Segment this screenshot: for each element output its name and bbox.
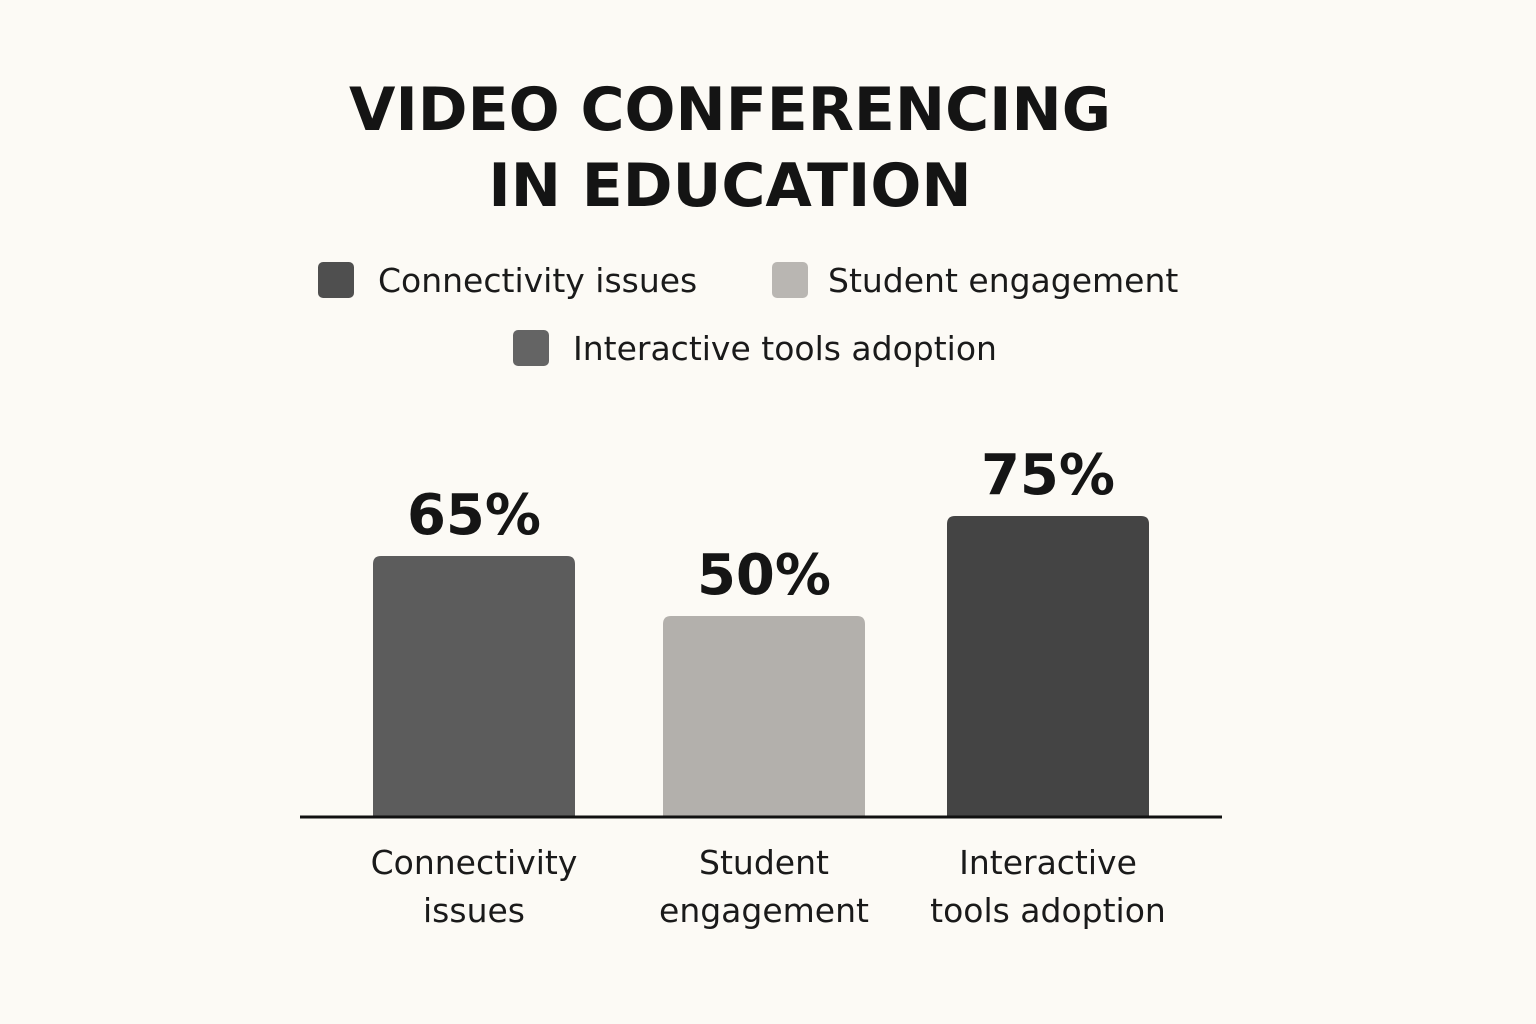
category-label-student-engagement-line-1: Student: [699, 843, 829, 882]
legend-label-interactive-tools-adoption: Interactive tools adoption: [573, 328, 997, 368]
legend-label-student-engagement: Student engagement: [828, 260, 1179, 300]
bar-interactive-tools-adoption: [947, 516, 1149, 816]
chart-title-line-2: IN EDUCATION: [488, 151, 972, 221]
legend-swatch-connectivity-issues: [318, 262, 354, 298]
legend-item-interactive-tools-adoption: Interactive tools adoption: [513, 328, 997, 368]
value-label-student-engagement: 50%: [697, 543, 831, 608]
category-label-interactive-tools-adoption-line-2: tools adoption: [930, 891, 1166, 930]
value-label-interactive-tools-adoption: 75%: [981, 443, 1115, 508]
legend-item-student-engagement: Student engagement: [772, 260, 1178, 300]
category-label-student-engagement-line-2: engagement: [659, 891, 869, 930]
legend-swatch-student-engagement: [772, 262, 808, 298]
chart-title: VIDEO CONFERENCING IN EDUCATION: [0, 72, 1460, 224]
bar-student-engagement: [663, 616, 865, 816]
category-label-connectivity-issues-line-2: issues: [423, 891, 525, 930]
chart-title-line-1: VIDEO CONFERENCING: [349, 75, 1111, 145]
value-label-connectivity-issues: 65%: [407, 483, 541, 548]
category-label-interactive-tools-adoption-line-1: Interactive: [959, 843, 1137, 882]
legend-label-connectivity-issues: Connectivity issues: [378, 260, 698, 300]
legend-item-connectivity-issues: Connectivity issues: [318, 260, 697, 300]
bar-connectivity-issues: [373, 556, 575, 816]
category-label-connectivity-issues-line-1: Connectivity: [371, 843, 578, 882]
legend-swatch-interactive-tools-adoption: [513, 330, 549, 366]
